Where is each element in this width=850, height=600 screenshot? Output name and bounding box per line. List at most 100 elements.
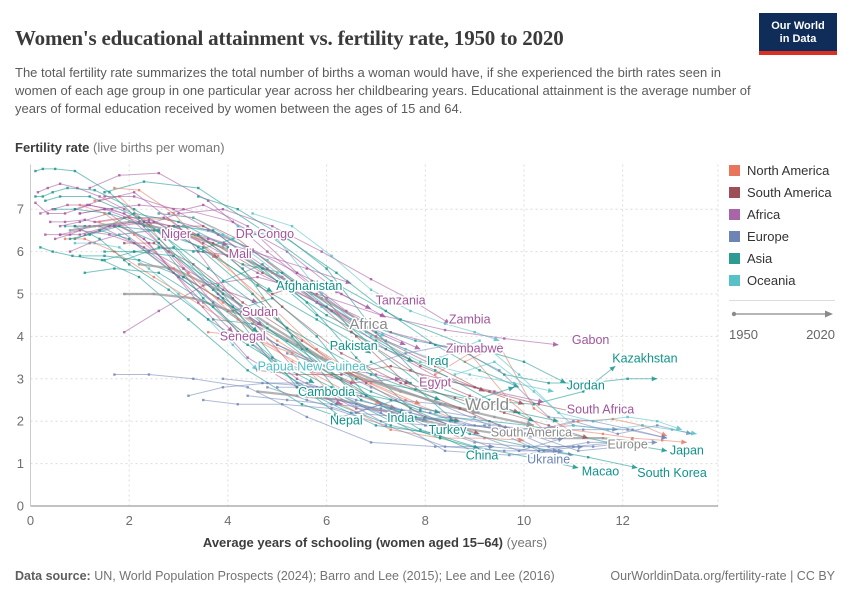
y-axis-title: Fertility rate (live births per woman) (15, 140, 225, 155)
label-japan[interactable]: Japan (668, 442, 705, 459)
y-tick-7: 7 (17, 202, 24, 217)
label-jordan[interactable]: Jordan (565, 377, 606, 394)
series-sri-lanka (241, 263, 559, 423)
label-egypt[interactable]: Egypt (418, 374, 453, 391)
page-title: Women's educational attainment vs. ferti… (15, 26, 564, 51)
x-tick-2: 2 (126, 513, 133, 528)
y-tick-3: 3 (17, 371, 24, 386)
legend-swatch (729, 187, 740, 198)
series-algeria (73, 191, 401, 385)
series-yemen (34, 167, 258, 333)
country-labels: Niger DR Congo Mali Afghanistan Tanzania Zamb… (160, 226, 709, 482)
label-south-korea[interactable]: South Korea (636, 465, 709, 482)
legend-swatch (729, 253, 740, 264)
series-indonesia (83, 267, 441, 414)
axis-lines (30, 164, 718, 507)
timeline-arrowhead-icon (825, 310, 833, 318)
y-tick-2: 2 (17, 414, 24, 429)
label-macao[interactable]: Macao (580, 463, 621, 480)
timeline-start-dot (731, 311, 737, 317)
series-saudi-arabia (44, 195, 441, 401)
x-tick-10: 10 (517, 513, 531, 528)
series-iran (53, 208, 441, 436)
owid-cc-link[interactable]: OurWorldinData.org/fertility-rate | CC B… (610, 569, 835, 583)
data-source-label: Data source: (15, 569, 91, 583)
timeline-arrow (731, 310, 833, 318)
series-solomon-islands (118, 224, 387, 337)
chart-footer: Data source: UN, World Population Prospe… (15, 569, 835, 583)
label-niger[interactable]: Niger (160, 226, 193, 243)
legend-item-asia[interactable]: Asia (729, 251, 839, 266)
legend-divider (729, 300, 835, 301)
chart-subtitle: The total fertility rate summarizes the … (15, 65, 751, 116)
label-gabon[interactable]: Gabon (570, 332, 611, 349)
label-cambodia[interactable]: Cambodia (297, 383, 357, 400)
series-lines (34, 167, 697, 470)
label-south-america[interactable]: South America (489, 424, 573, 441)
y-tick-0: 0 (17, 499, 24, 514)
series-malaysia (172, 224, 535, 422)
label-pakistan[interactable]: Pakistan (328, 337, 379, 354)
owid-logo-line1: Our World (771, 20, 825, 32)
label-afghanistan[interactable]: Afghanistan (275, 277, 344, 294)
label-china[interactable]: China (464, 447, 500, 464)
owid-logo[interactable]: Our World in Data (759, 13, 837, 56)
legend-item-europe[interactable]: Europe (729, 229, 839, 244)
label-kazakhstan[interactable]: Kazakhstan (611, 350, 679, 367)
legend-item-south-america[interactable]: South America (729, 185, 839, 200)
series-italy (202, 398, 559, 454)
x-tick-4: 4 (224, 513, 231, 528)
label-world[interactable]: World (463, 394, 510, 416)
series-afghanistan (34, 186, 273, 293)
x-axis-title-units: (years) (503, 535, 548, 550)
label-india[interactable]: India (386, 410, 416, 427)
x-tick-8: 8 (422, 513, 429, 528)
legend-label: Europe (747, 229, 789, 244)
data-source-text: UN, World Population Prospects (2024); B… (90, 569, 555, 583)
label-europe[interactable]: Europe (606, 436, 649, 453)
y-tick-6: 6 (17, 244, 24, 259)
series-samoa (251, 212, 500, 342)
y-tick-1: 1 (17, 456, 24, 471)
label-tanzania[interactable]: Tanzania (374, 292, 427, 309)
label-turkey[interactable]: Turkey (427, 421, 468, 438)
legend-item-oceania[interactable]: Oceania (729, 273, 839, 288)
continent-legend: North America South America Africa Europ… (729, 163, 839, 342)
label-zambia[interactable]: Zambia (447, 311, 492, 328)
label-sudan[interactable]: Sudan (240, 304, 279, 321)
owid-logo-line2: in Data (779, 33, 817, 46)
legend-swatch (729, 231, 740, 242)
legend-label: North America (747, 163, 830, 178)
series-australia (453, 360, 697, 436)
y-tick-5: 5 (17, 287, 24, 302)
series-philippines (197, 195, 520, 388)
label-dr-congo[interactable]: DR Congo (234, 226, 295, 243)
x-tick-12: 12 (615, 513, 629, 528)
x-tick-6: 6 (323, 513, 330, 528)
label-iraq[interactable]: Iraq (425, 353, 450, 370)
series-romania (221, 377, 564, 453)
x-axis-title: Average years of schooling (women aged 1… (30, 535, 720, 550)
timeline-labels: 1950 2020 (729, 327, 835, 342)
series-mongolia (192, 229, 515, 402)
series-fiji (236, 224, 554, 393)
y-axis-title-units: (live births per woman) (89, 140, 225, 155)
legend-swatch (729, 209, 740, 220)
series-morocco (58, 212, 342, 405)
label-papua-new-guinea[interactable]: Papua New Guinea (256, 358, 367, 375)
legend-label: Oceania (747, 273, 796, 288)
label-zimbabwe[interactable]: Zimbabwe (444, 340, 505, 357)
series-vanuatu (157, 212, 441, 363)
label-africa[interactable]: Africa (348, 314, 390, 334)
legend-label: South America (747, 185, 832, 200)
series-greece (246, 394, 584, 453)
label-mali[interactable]: Mali (227, 245, 253, 262)
x-tick-0: 0 (27, 513, 34, 528)
label-senegal[interactable]: Senegal (218, 328, 267, 345)
label-south-africa[interactable]: South Africa (565, 401, 635, 418)
label-ukraine[interactable]: Ukraine (526, 451, 572, 468)
legend-item-north-america[interactable]: North America (729, 163, 839, 178)
legend-item-africa[interactable]: Africa (729, 207, 839, 222)
label-nepal[interactable]: Nepal (329, 412, 365, 429)
timeline-start-year: 1950 (729, 327, 758, 342)
